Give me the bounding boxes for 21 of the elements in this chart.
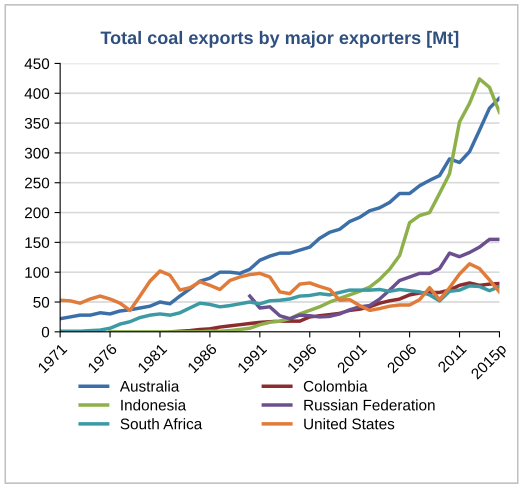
y-tick-label: 400 xyxy=(24,88,50,99)
legend-label: United States xyxy=(304,418,394,430)
y-tick-label: 450 xyxy=(24,58,50,70)
y-tick-label: 250 xyxy=(25,178,50,188)
legend-label: Colombia xyxy=(304,380,368,392)
legend-label: South Africa xyxy=(120,418,202,430)
y-tick-label: 50 xyxy=(33,296,50,308)
y-tick-label: 200 xyxy=(25,207,50,218)
y-tick-label: 350 xyxy=(24,118,50,129)
line-series xyxy=(248,238,500,320)
y-tick-label: 100 xyxy=(25,267,50,278)
legend-label: Russian Federation xyxy=(304,399,435,411)
legend-label: Indonesia xyxy=(121,399,186,411)
y-tick-label: 0 xyxy=(42,326,50,338)
y-tick-label: 300 xyxy=(24,148,50,159)
line-series xyxy=(60,96,500,320)
legend-label: Australia xyxy=(120,380,180,392)
chart-title: Total coal exports by major exporters [Mt] xyxy=(100,30,458,48)
line-series xyxy=(60,262,500,312)
line-series xyxy=(108,77,500,332)
y-tick-label: 150 xyxy=(25,237,50,248)
